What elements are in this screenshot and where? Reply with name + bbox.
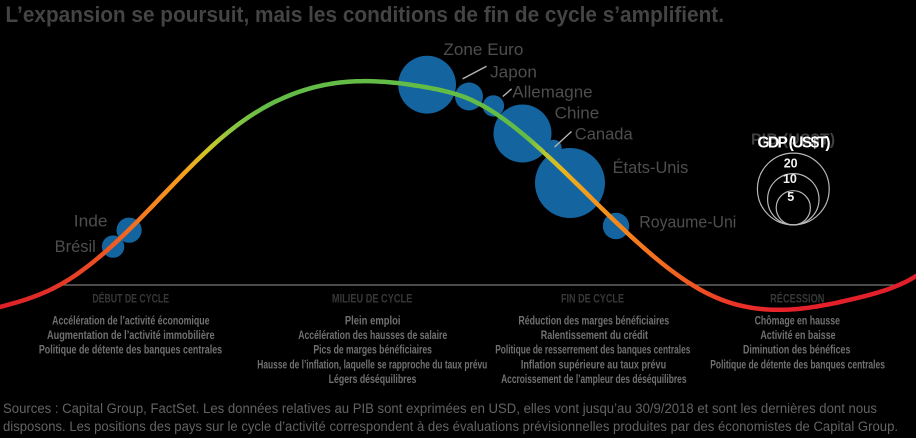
- svg-text:Plein emploi: Plein emploi: [345, 313, 401, 327]
- svg-text:Légers déséquilibres: Légers déséquilibres: [329, 372, 417, 386]
- svg-text:Royaume-Uni: Royaume-Uni: [639, 214, 736, 232]
- svg-text:PIB (US$T): PIB (US$T): [751, 132, 835, 149]
- svg-text:Allemagne: Allemagne: [512, 83, 592, 101]
- svg-text:Politique de détente des banqu: Politique de détente des banques central…: [39, 343, 223, 357]
- svg-text:Accroissement de l’ampleur des: Accroissement de l’ampleur des déséquili…: [501, 372, 687, 386]
- svg-text:disposons. Les positions des p: disposons. Les positions des pays sur le…: [3, 419, 898, 434]
- svg-text:RÉCESSION: RÉCESSION: [770, 291, 824, 306]
- svg-text:Hausse de l’inflation, laquell: Hausse de l’inflation, laquelle se rappr…: [257, 358, 487, 372]
- svg-text:Politique de détente des banqu: Politique de détente des banques central…: [710, 358, 885, 372]
- svg-text:États-Unis: États-Unis: [613, 158, 689, 177]
- svg-text:Réduction des marges bénéficia: Réduction des marges bénéficiaires: [518, 313, 669, 327]
- svg-text:L’expansion se poursuit, mais: L’expansion se poursuit, mais les condit…: [6, 2, 725, 27]
- svg-text:Politique de resserrement des: Politique de resserrement des banques ce…: [495, 343, 691, 357]
- svg-text:Chômage en hausse: Chômage en hausse: [755, 313, 841, 327]
- svg-text:Accélération de l’activité éco: Accélération de l’activité économique: [52, 313, 210, 327]
- svg-text:Pics de marges bénéficiaires: Pics de marges bénéficiaires: [313, 343, 432, 357]
- svg-text:Canada: Canada: [575, 126, 634, 144]
- svg-text:20: 20: [784, 157, 798, 171]
- svg-text:5: 5: [787, 190, 794, 204]
- svg-text:GDP (US$T): GDP (US$T): [758, 135, 831, 152]
- svg-text:Ralentissement du crédit: Ralentissement du crédit: [541, 328, 648, 342]
- svg-text:Activité en baisse: Activité en baisse: [760, 328, 836, 342]
- svg-text:Inflation supérieure au taux p: Inflation supérieure au taux prévu: [521, 358, 666, 372]
- svg-text:FIN DE CYCLE: FIN DE CYCLE: [561, 292, 624, 306]
- svg-text:Zone Euro: Zone Euro: [443, 41, 523, 59]
- svg-text:Chine: Chine: [555, 105, 600, 123]
- svg-text:Augmentation de l’activité imm: Augmentation de l’activité immobilière: [47, 328, 215, 342]
- svg-text:Diminution des bénéfices: Diminution des bénéfices: [743, 343, 851, 357]
- svg-text:Brésil: Brésil: [55, 238, 96, 256]
- svg-text:DÉBUT DE CYCLE: DÉBUT DE CYCLE: [92, 291, 169, 306]
- svg-text:Japon: Japon: [490, 63, 537, 81]
- svg-text:Accélération des hausses de sa: Accélération des hausses de salaire: [298, 328, 447, 342]
- svg-text:10: 10: [783, 172, 797, 186]
- svg-text:Sources : Capital Group, FactS: Sources : Capital Group, FactSet. Les do…: [3, 401, 877, 416]
- svg-text:Inde: Inde: [74, 212, 108, 230]
- svg-text:MILIEU DE CYCLE: MILIEU DE CYCLE: [332, 292, 412, 306]
